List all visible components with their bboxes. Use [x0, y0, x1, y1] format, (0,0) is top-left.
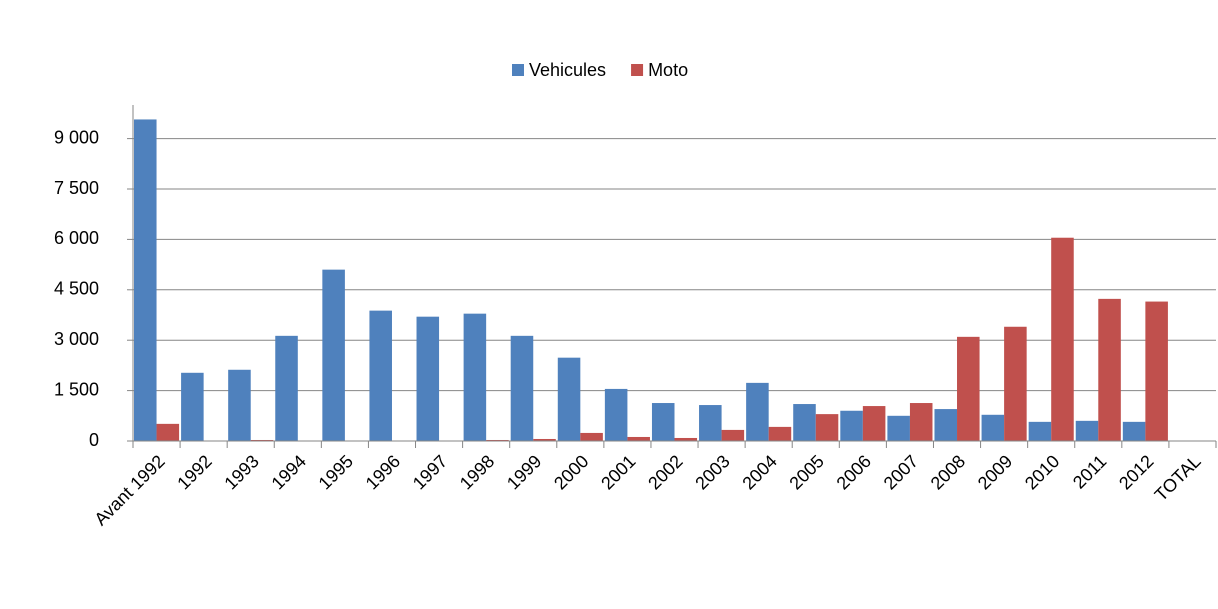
- bar: [322, 269, 345, 441]
- bar: [721, 429, 745, 441]
- y-tick-label: 6 000: [54, 228, 99, 248]
- bar: [463, 313, 487, 441]
- bar: [1004, 326, 1027, 441]
- bar: [557, 357, 581, 441]
- bar: [1075, 420, 1099, 441]
- y-tick-label: 3 000: [54, 329, 99, 349]
- y-tick-label: 4 500: [54, 279, 99, 299]
- bar: [416, 316, 440, 441]
- bar: [627, 436, 650, 441]
- legend-swatch: [631, 64, 644, 76]
- bar: [181, 372, 204, 441]
- bar: [1098, 298, 1121, 441]
- bar: [957, 336, 980, 441]
- bar: [887, 415, 910, 441]
- bar: [768, 426, 792, 441]
- bar: [134, 119, 157, 441]
- y-tick-label: 1 500: [54, 379, 99, 399]
- bar: [228, 369, 251, 441]
- y-tick-label: 9 000: [54, 127, 99, 147]
- bar: [746, 382, 769, 441]
- bar: [275, 335, 298, 441]
- bar: [580, 432, 603, 441]
- bar: [533, 438, 556, 441]
- bar: [651, 403, 675, 441]
- legend-label: Moto: [648, 60, 688, 80]
- bar: [156, 423, 180, 441]
- legend-label: Vehicules: [529, 60, 606, 80]
- y-tick-label: 0: [89, 430, 99, 450]
- bar: [369, 310, 392, 441]
- bar: [815, 414, 839, 441]
- bar: [981, 414, 1005, 441]
- bar: [1122, 421, 1146, 441]
- bar: [699, 405, 722, 441]
- y-tick-label: 7 500: [54, 178, 99, 198]
- bar: [674, 437, 698, 441]
- bar: [934, 409, 958, 441]
- bar: [909, 403, 933, 441]
- bar: [510, 335, 534, 441]
- bar: [486, 439, 509, 441]
- bar: [862, 406, 886, 441]
- bar: [1051, 237, 1074, 441]
- legend-swatch: [512, 64, 524, 76]
- bar: [1028, 421, 1052, 441]
- bar: [604, 388, 628, 441]
- bar: [793, 404, 816, 441]
- bar: [840, 410, 863, 441]
- bar: [1145, 301, 1168, 441]
- bar: [250, 439, 274, 441]
